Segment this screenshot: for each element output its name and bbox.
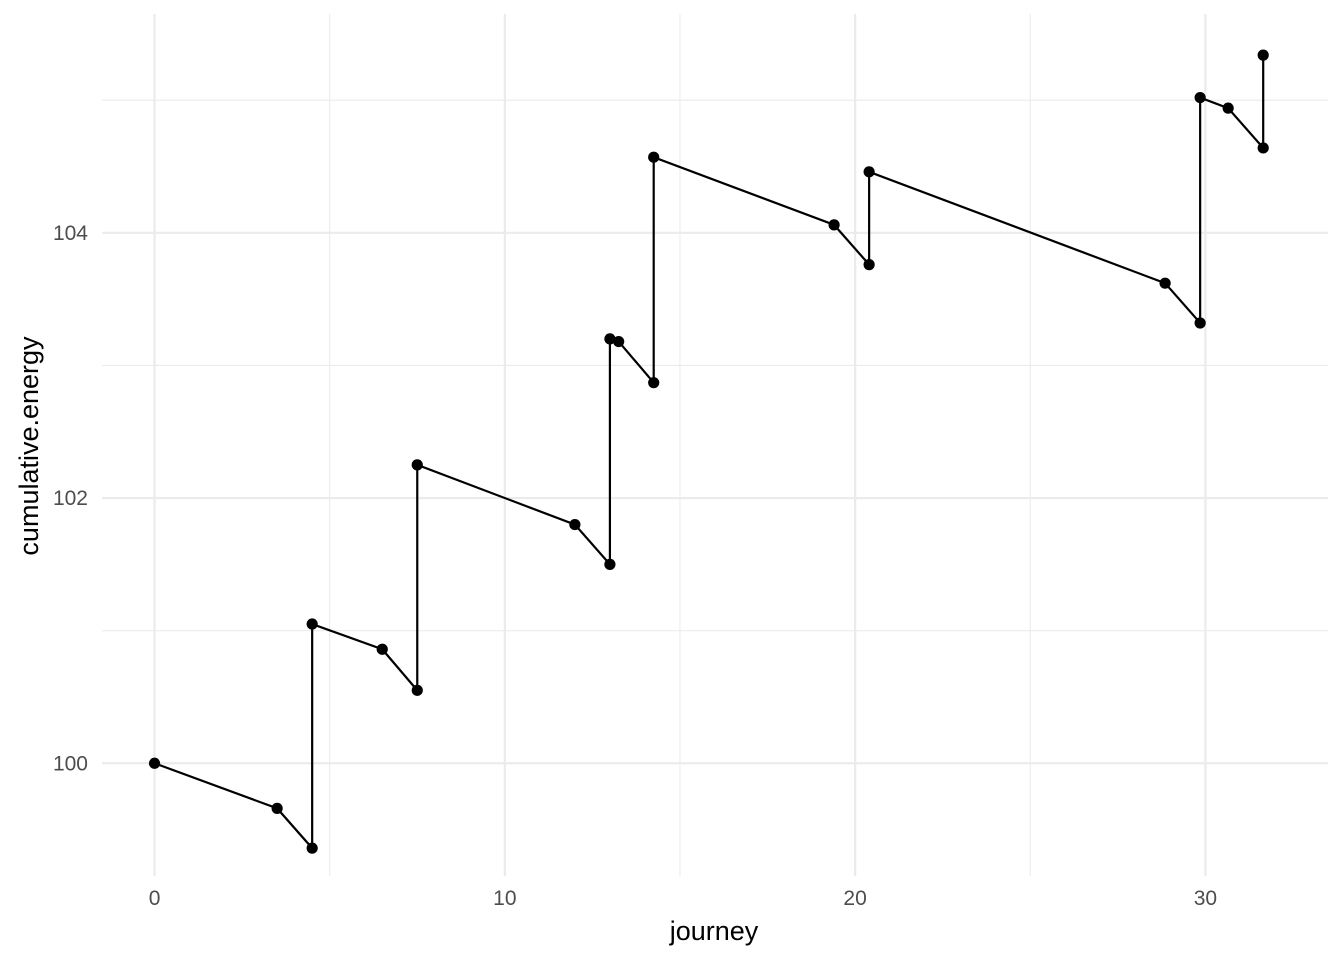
x-tick-label: 20	[843, 887, 866, 910]
data-series	[148, 49, 1269, 854]
data-point	[569, 518, 581, 531]
data-point	[1159, 277, 1171, 289]
data-point	[1194, 91, 1206, 104]
data-point	[648, 377, 660, 389]
data-point	[148, 757, 161, 769]
data-point	[411, 684, 423, 696]
data-point	[1222, 102, 1234, 114]
grid	[102, 14, 1328, 876]
x-axis-title: journey	[669, 916, 759, 946]
data-point	[613, 335, 625, 348]
data-point	[828, 219, 840, 231]
x-axis-tick-labels: 0 10 20 30	[149, 887, 1217, 910]
y-tick-label: 102	[53, 487, 88, 510]
data-point	[376, 643, 388, 655]
data-point	[1194, 317, 1206, 329]
data-point	[1257, 49, 1269, 61]
y-tick-label: 104	[53, 222, 88, 245]
data-point	[306, 842, 318, 854]
y-axis-title: cumulative.energy	[14, 336, 44, 556]
data-point	[411, 459, 423, 471]
data-point	[271, 802, 283, 814]
x-tick-label: 10	[493, 887, 516, 910]
series-line	[154, 55, 1265, 852]
data-point	[604, 333, 616, 345]
data-point	[863, 259, 875, 271]
data-point	[604, 558, 616, 570]
data-point	[1257, 142, 1269, 154]
x-tick-label: 0	[149, 887, 161, 910]
y-tick-label: 100	[53, 752, 88, 775]
y-axis-tick-labels: 100 102 104	[53, 222, 88, 775]
x-tick-label: 30	[1194, 887, 1217, 910]
data-points	[148, 49, 1269, 854]
data-point	[863, 166, 875, 178]
data-point	[648, 151, 660, 163]
data-point	[306, 618, 318, 630]
